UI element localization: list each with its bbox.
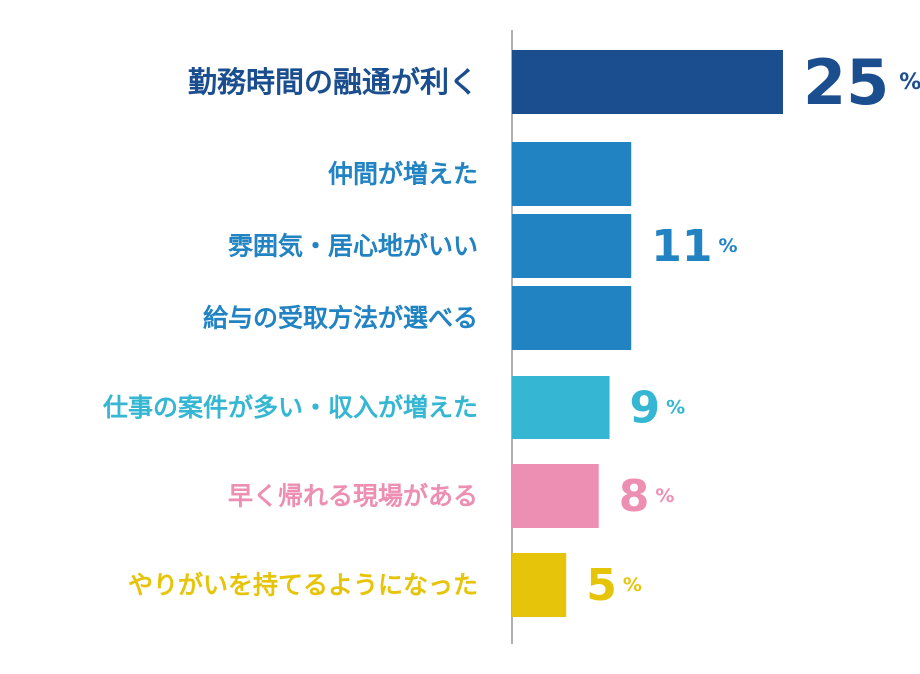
value-label-3: 9% <box>630 382 686 433</box>
value-unit-4: % <box>655 485 674 507</box>
bars-group <box>512 50 783 617</box>
value-number-2: 11 <box>651 221 712 272</box>
category-label-2: 仲間が増えた <box>328 160 478 189</box>
value-label-1: 25% <box>803 46 920 119</box>
value-number-3: 9 <box>630 382 661 433</box>
value-unit-5: % <box>623 574 642 596</box>
bar-4 <box>512 286 632 350</box>
bar-6 <box>512 464 599 528</box>
category-label-1: 勤務時間の融通が利く <box>188 65 478 99</box>
bar-5 <box>512 376 610 439</box>
bar-2 <box>512 142 632 206</box>
category-label-6: 早く帰れる現場がある <box>228 482 478 511</box>
value-number-5: 5 <box>586 560 617 611</box>
bar-7 <box>512 553 567 617</box>
value-number-1: 25 <box>803 46 889 119</box>
value-unit-1: % <box>899 70 920 95</box>
value-labels-group: 25 %11 %9 %8 %5% <box>586 46 920 611</box>
bar-3 <box>512 214 632 278</box>
category-label-7: やりがいを持てるようになった <box>128 571 478 600</box>
value-unit-2: % <box>718 235 737 257</box>
value-unit-3: % <box>666 397 685 419</box>
bar-1 <box>512 50 783 114</box>
value-label-5: 5% <box>586 560 642 611</box>
value-number-4: 8 <box>619 471 650 522</box>
category-labels-group: 勤務時間の融通が利く仲間が増えた雰囲気・居心地がいい給与の受取方法が選べる仕事の… <box>102 65 478 600</box>
value-label-4: 8% <box>619 471 675 522</box>
category-label-5: 仕事の案件が多い・収入が増えた <box>102 393 478 422</box>
category-label-3: 雰囲気・居心地がいい <box>228 232 478 261</box>
category-label-4: 給与の受取方法が選べる <box>203 304 478 333</box>
value-label-2: 11% <box>651 221 737 272</box>
